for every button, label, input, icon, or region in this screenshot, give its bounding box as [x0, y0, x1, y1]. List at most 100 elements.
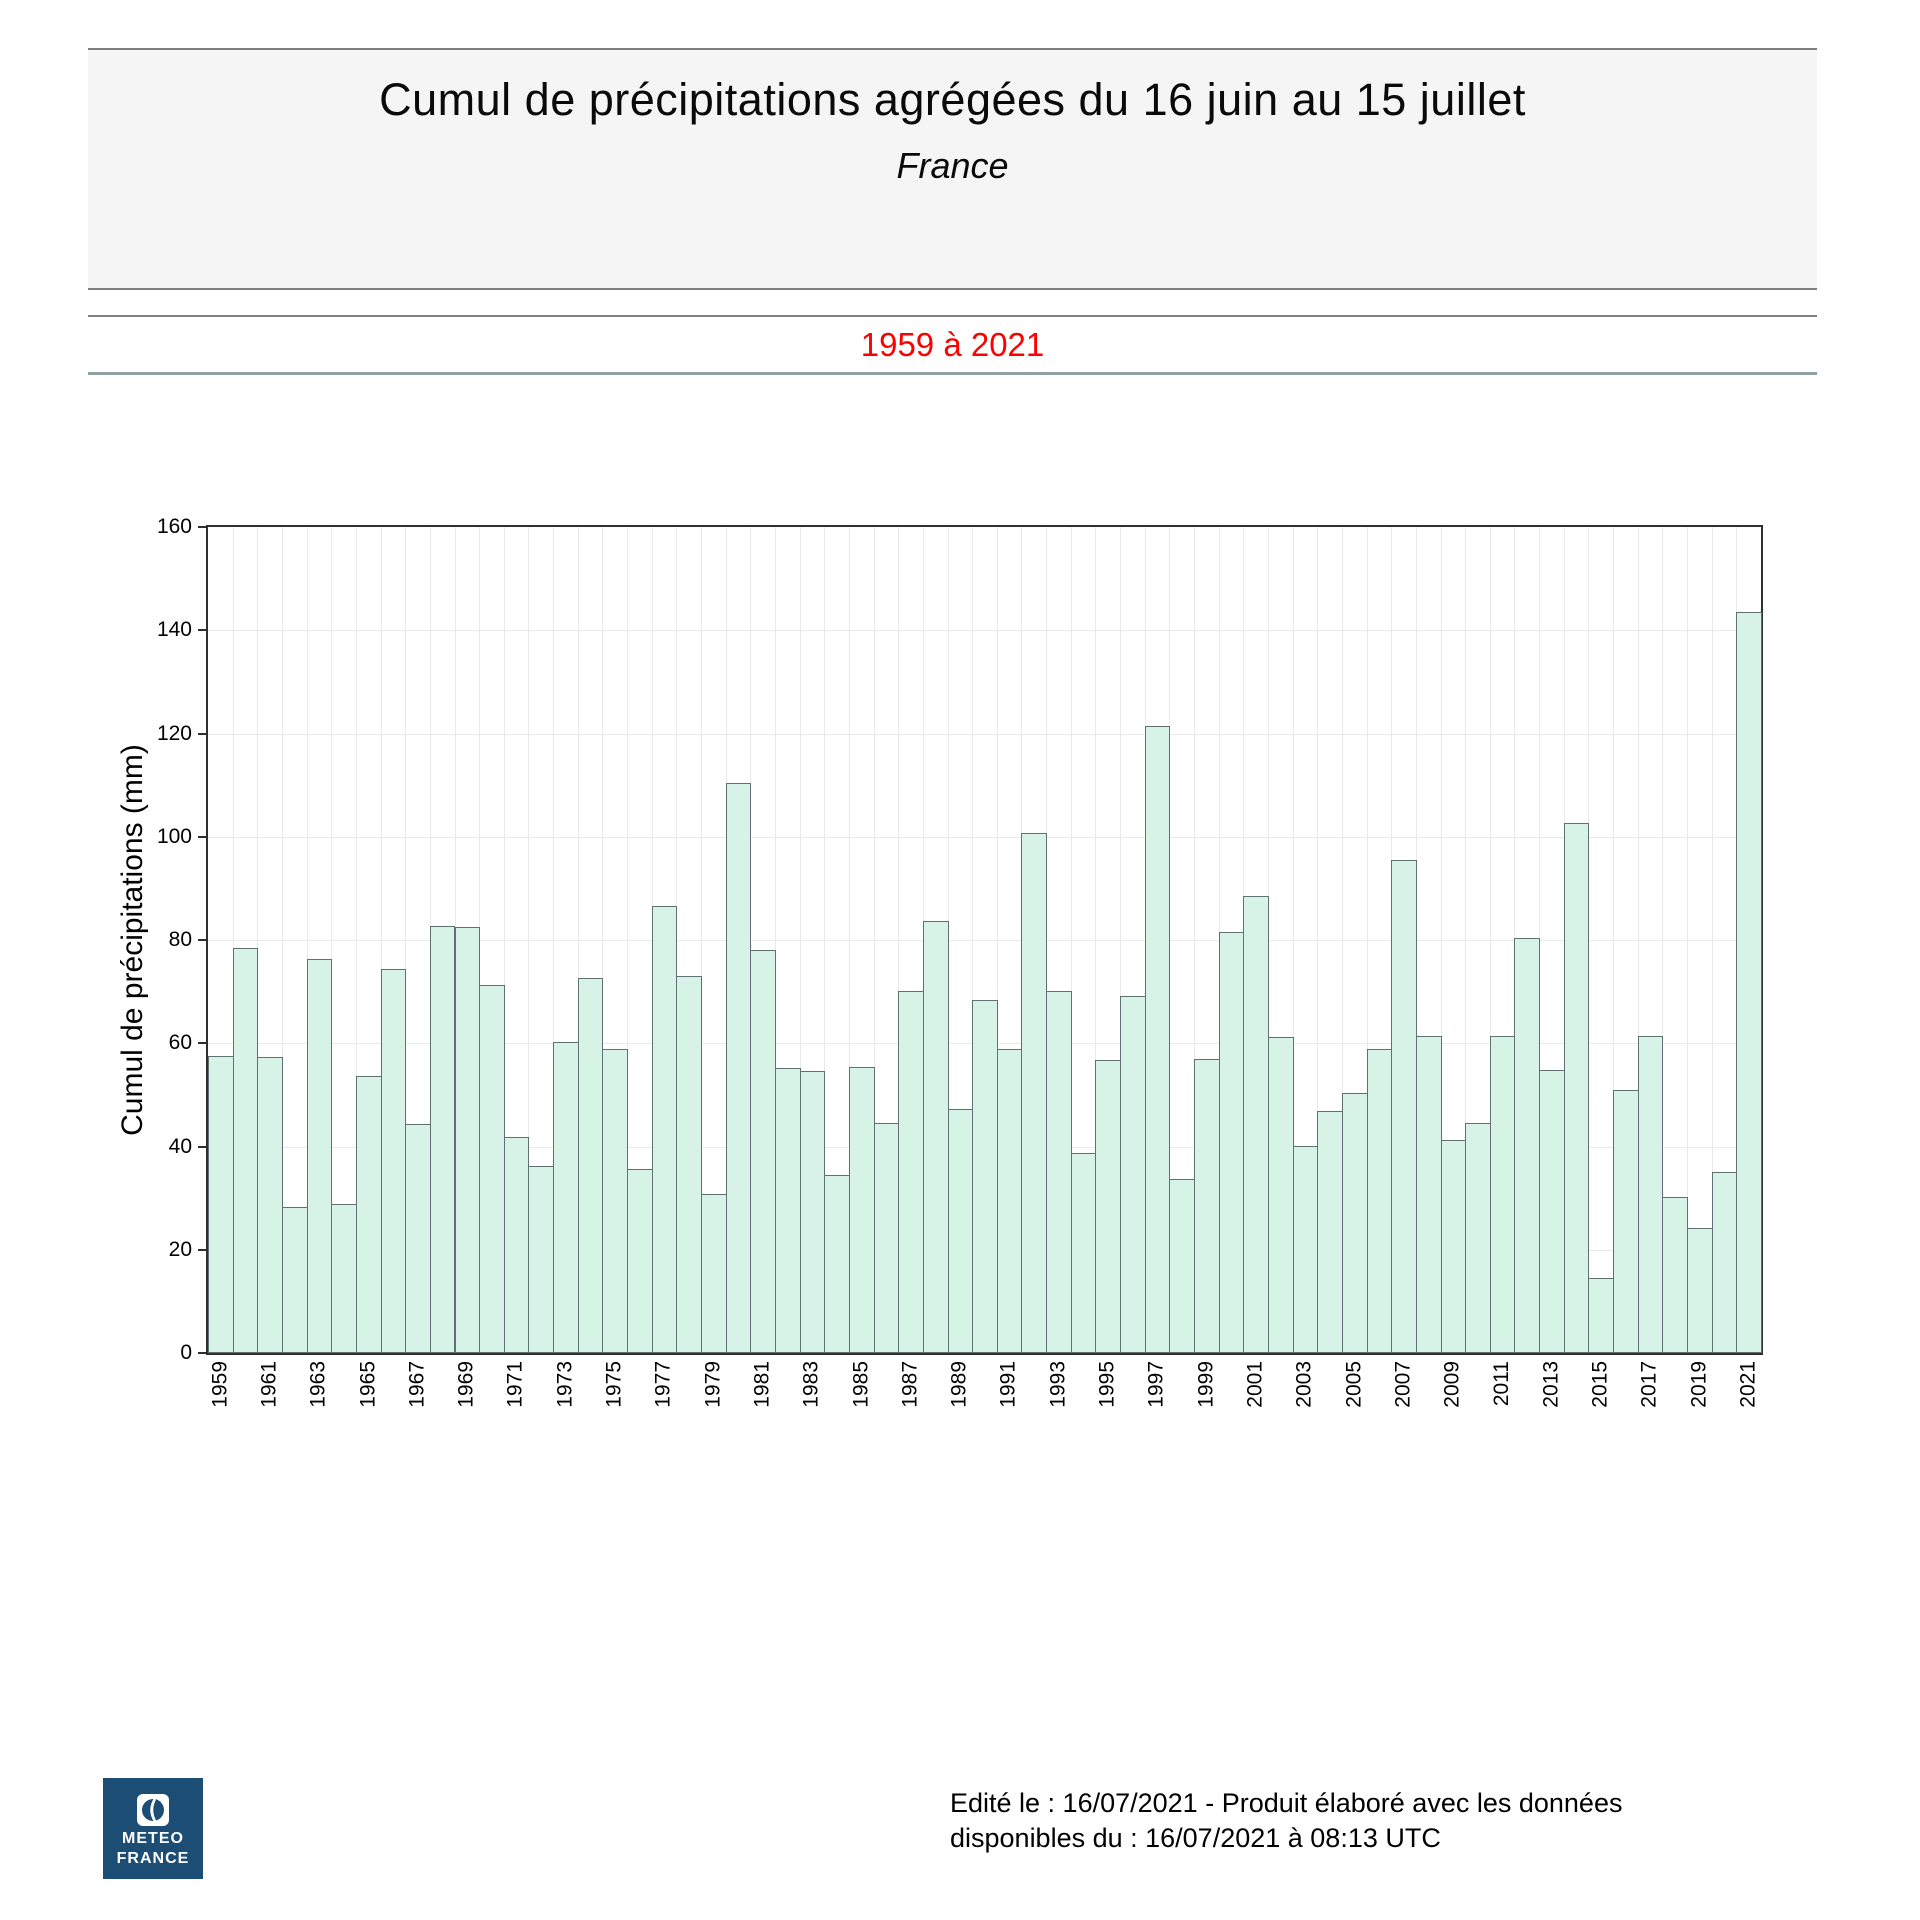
x-tick-text: 1995	[1095, 1361, 1119, 1408]
bar-1967	[405, 1123, 431, 1353]
gridline-v	[1440, 527, 1442, 1353]
y-tick-mark	[198, 939, 207, 941]
y-tick-mark	[198, 732, 207, 735]
gridline-v	[306, 527, 308, 1353]
meteo-france-icon	[137, 1794, 169, 1826]
y-tick-label: 120	[156, 721, 192, 745]
y-tick-label: 160	[156, 515, 192, 538]
bar-2020	[1711, 1172, 1738, 1353]
bar-1998	[1169, 1178, 1196, 1353]
logo-sphere-glyph	[142, 1798, 164, 1822]
bar-1996	[1120, 996, 1146, 1353]
footer-line-2: disponibles du : 16/07/2021 à 08:13 UTC	[950, 1823, 1441, 1853]
gridline-v	[1317, 527, 1319, 1353]
gridline-v	[405, 527, 407, 1353]
x-tick-text: 1975	[602, 1361, 626, 1408]
y-tick-mark	[198, 629, 207, 632]
bar-1964	[331, 1204, 357, 1353]
x-tick-text: 1993	[1046, 1361, 1070, 1408]
bar-2000	[1218, 932, 1245, 1353]
bar-1961	[257, 1057, 283, 1353]
logo-text-france: FRANCE	[116, 1850, 190, 1867]
bar-1989	[947, 1109, 974, 1353]
gridline-v	[355, 527, 357, 1353]
bar-2014	[1563, 823, 1590, 1353]
x-tick-text: 2005	[1342, 1361, 1366, 1408]
bar-2021	[1736, 611, 1762, 1353]
header-band: Cumul de précipitations agrégées du 16 j…	[88, 48, 1817, 290]
x-tick-text: 1977	[652, 1361, 676, 1408]
bar-2005	[1341, 1092, 1368, 1353]
chart-subtitle: France	[896, 145, 1009, 186]
bar-2010	[1465, 1122, 1491, 1353]
gridline-h	[208, 940, 1761, 941]
gridline-h	[208, 836, 1761, 838]
y-tick-mark	[198, 835, 207, 838]
gridline-v	[528, 527, 530, 1353]
x-tick-text: 1983	[799, 1361, 823, 1408]
x-tick-text: 1971	[504, 1361, 528, 1408]
bar-1993	[1046, 990, 1072, 1353]
gridline-v	[972, 527, 974, 1353]
bar-1974	[577, 977, 604, 1353]
bar-2012	[1514, 938, 1541, 1353]
gridline-v	[701, 527, 703, 1353]
bar-1963	[306, 959, 333, 1353]
gridline-v	[873, 527, 875, 1353]
x-tick-text: 1997	[1145, 1361, 1169, 1408]
divider-line-thick	[88, 372, 1817, 375]
y-tick-mark	[198, 1248, 207, 1251]
gridline-v	[257, 527, 259, 1353]
x-tick-text: 2007	[1391, 1361, 1415, 1408]
gridline-v	[602, 527, 604, 1353]
y-tick-label: 80	[168, 928, 192, 951]
bar-1984	[824, 1175, 850, 1353]
plot-area: 0 20 40 60 80 100 120 140 160 1959 1961 1963 1965 196…	[157, 515, 1763, 1408]
bar-1969	[454, 926, 481, 1353]
x-tick-text: 1999	[1194, 1361, 1218, 1408]
gridline-v	[331, 527, 333, 1353]
bar-2004	[1317, 1111, 1343, 1353]
gridline-v	[1194, 527, 1196, 1353]
gridline-v	[824, 527, 826, 1353]
y-tick-label: 0	[180, 1341, 192, 1364]
x-tick-text: 1965	[356, 1361, 380, 1408]
x-tick-text: 1967	[405, 1361, 429, 1408]
bar-1985	[848, 1067, 875, 1353]
bar-1968	[429, 926, 456, 1353]
x-tick-text: 1973	[553, 1361, 577, 1408]
bar-1987	[898, 990, 924, 1353]
bar-1991	[996, 1049, 1023, 1353]
bar-1992	[1021, 832, 1048, 1353]
bar-2017	[1637, 1035, 1664, 1353]
y-tick-mark	[198, 1042, 207, 1045]
x-tick-text: 2003	[1292, 1361, 1316, 1408]
bar-1965	[355, 1075, 382, 1353]
x-tick-text: 1987	[898, 1361, 922, 1408]
bar-1970	[479, 985, 505, 1353]
bar-1960	[232, 947, 259, 1353]
y-tick-label: 100	[156, 824, 192, 848]
bar-1959	[208, 1056, 234, 1353]
bar-2013	[1539, 1069, 1565, 1353]
gridline-v	[1341, 527, 1343, 1353]
bar-1975	[602, 1049, 629, 1353]
bar-1976	[627, 1168, 653, 1353]
y-tick-mark	[198, 526, 207, 528]
bar-2002	[1267, 1037, 1294, 1353]
gridline-v	[281, 527, 283, 1353]
bar-1981	[750, 949, 776, 1353]
y-tick-label: 20	[168, 1237, 192, 1261]
gridline-h	[208, 630, 1761, 632]
period-label: 1959 à 2021	[860, 326, 1045, 363]
bar-1997	[1144, 726, 1171, 1353]
bar-2019	[1687, 1227, 1713, 1353]
x-tick-text: 1979	[701, 1361, 725, 1408]
x-tick-text: 2019	[1687, 1361, 1711, 1408]
x-tick-text: 1989	[947, 1361, 971, 1408]
gridline-v	[1120, 527, 1122, 1353]
x-tick-text: 1969	[454, 1361, 478, 1408]
bar-1972	[528, 1166, 555, 1353]
bar-2018	[1662, 1197, 1689, 1353]
